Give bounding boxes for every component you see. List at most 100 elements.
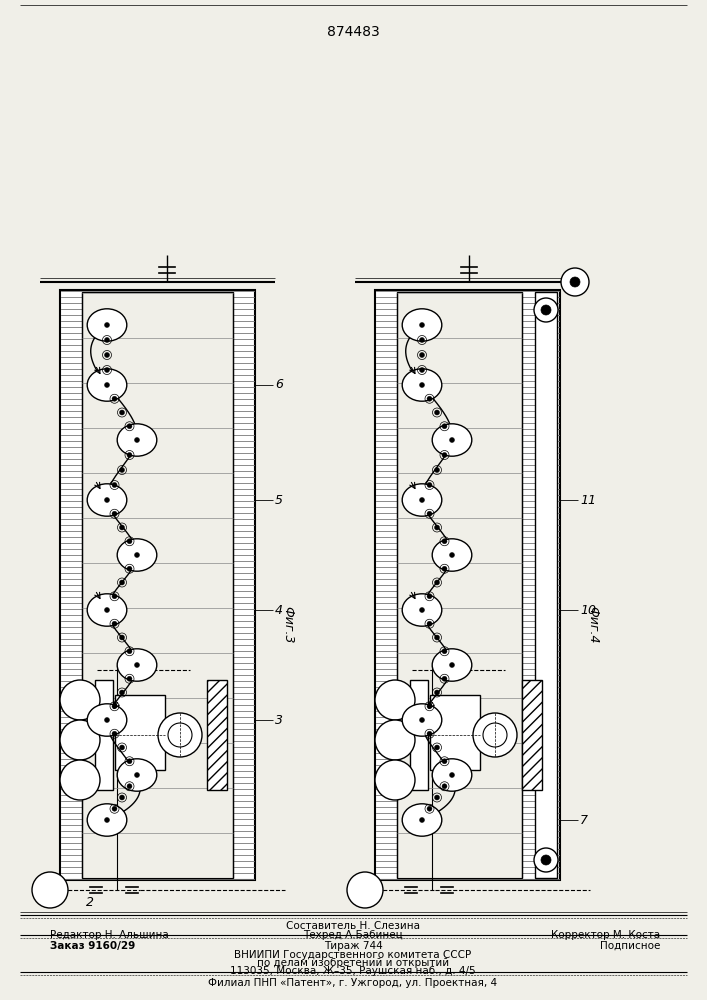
- Circle shape: [442, 676, 447, 681]
- Circle shape: [127, 452, 132, 458]
- Circle shape: [32, 872, 68, 908]
- Circle shape: [134, 662, 139, 668]
- Ellipse shape: [117, 539, 157, 571]
- Circle shape: [534, 298, 558, 322]
- Circle shape: [105, 818, 110, 822]
- Circle shape: [127, 649, 132, 654]
- Bar: [115, 695, 165, 770]
- Circle shape: [419, 322, 424, 328]
- Text: 3: 3: [275, 714, 283, 726]
- Circle shape: [105, 367, 110, 372]
- Text: 13: 13: [490, 688, 506, 702]
- Circle shape: [105, 497, 110, 502]
- Circle shape: [119, 525, 124, 530]
- Circle shape: [541, 855, 551, 865]
- Circle shape: [134, 552, 139, 558]
- Circle shape: [119, 580, 124, 585]
- Text: Техред А.Бабинец: Техред А.Бабинец: [303, 930, 403, 940]
- Circle shape: [134, 438, 139, 442]
- Text: 7: 7: [580, 814, 588, 826]
- Circle shape: [450, 662, 455, 668]
- Circle shape: [435, 635, 440, 640]
- Bar: [375, 290, 560, 880]
- Circle shape: [112, 621, 117, 626]
- Circle shape: [419, 607, 424, 612]
- Ellipse shape: [432, 424, 472, 456]
- Ellipse shape: [432, 649, 472, 681]
- Text: Заказ 9160/29: Заказ 9160/29: [50, 941, 135, 951]
- Circle shape: [127, 676, 132, 681]
- Ellipse shape: [87, 804, 127, 836]
- Circle shape: [112, 396, 117, 401]
- Ellipse shape: [432, 759, 472, 791]
- Circle shape: [427, 594, 432, 599]
- Circle shape: [419, 818, 424, 822]
- Circle shape: [60, 760, 100, 800]
- Circle shape: [435, 468, 440, 473]
- Circle shape: [105, 338, 110, 342]
- Circle shape: [442, 759, 447, 764]
- Circle shape: [435, 795, 440, 800]
- Circle shape: [127, 539, 132, 544]
- Circle shape: [561, 268, 589, 296]
- Text: Тираж 744: Тираж 744: [324, 941, 382, 951]
- Circle shape: [112, 704, 117, 709]
- Circle shape: [427, 731, 432, 736]
- Circle shape: [442, 539, 447, 544]
- Circle shape: [119, 745, 124, 750]
- Bar: [95, 680, 113, 790]
- Circle shape: [435, 580, 440, 585]
- Text: 10: 10: [580, 603, 596, 616]
- Circle shape: [119, 635, 124, 640]
- Circle shape: [483, 723, 507, 747]
- Circle shape: [427, 621, 432, 626]
- Text: по делам изобретений и открытий: по делам изобретений и открытий: [257, 958, 449, 968]
- Text: Корректор М. Коста: Корректор М. Коста: [551, 930, 660, 940]
- Circle shape: [419, 367, 424, 372]
- Circle shape: [105, 382, 110, 387]
- Circle shape: [119, 410, 124, 415]
- Circle shape: [127, 759, 132, 764]
- Circle shape: [419, 382, 424, 387]
- Ellipse shape: [402, 309, 442, 341]
- Circle shape: [442, 424, 447, 429]
- Circle shape: [570, 277, 580, 287]
- Circle shape: [168, 723, 192, 747]
- Circle shape: [450, 772, 455, 778]
- Circle shape: [435, 745, 440, 750]
- Ellipse shape: [87, 369, 127, 401]
- Text: 874483: 874483: [327, 25, 380, 39]
- Bar: [410, 680, 428, 790]
- Bar: [60, 290, 255, 880]
- Circle shape: [119, 690, 124, 695]
- Circle shape: [105, 322, 110, 328]
- Text: 12: 12: [442, 639, 458, 652]
- Circle shape: [442, 649, 447, 654]
- Circle shape: [427, 483, 432, 488]
- Ellipse shape: [402, 594, 442, 626]
- Circle shape: [435, 525, 440, 530]
- Circle shape: [112, 483, 117, 488]
- Circle shape: [442, 784, 447, 789]
- Circle shape: [427, 396, 432, 401]
- Circle shape: [112, 511, 117, 516]
- Circle shape: [119, 468, 124, 473]
- Text: Редактор Н. Альшина: Редактор Н. Альшина: [50, 930, 169, 940]
- Circle shape: [119, 795, 124, 800]
- Circle shape: [442, 452, 447, 458]
- Text: Подписное: Подписное: [600, 941, 660, 951]
- Circle shape: [450, 552, 455, 558]
- Ellipse shape: [432, 539, 472, 571]
- Circle shape: [105, 353, 110, 358]
- Circle shape: [427, 511, 432, 516]
- Circle shape: [158, 713, 202, 757]
- Text: 11: 11: [580, 493, 596, 506]
- Text: Фиг.4: Фиг.4: [587, 606, 600, 644]
- Circle shape: [541, 305, 551, 315]
- Circle shape: [375, 760, 415, 800]
- Circle shape: [442, 566, 447, 571]
- Ellipse shape: [402, 804, 442, 836]
- Ellipse shape: [87, 309, 127, 341]
- Text: Фиг.3: Фиг.3: [281, 606, 295, 644]
- Circle shape: [112, 731, 117, 736]
